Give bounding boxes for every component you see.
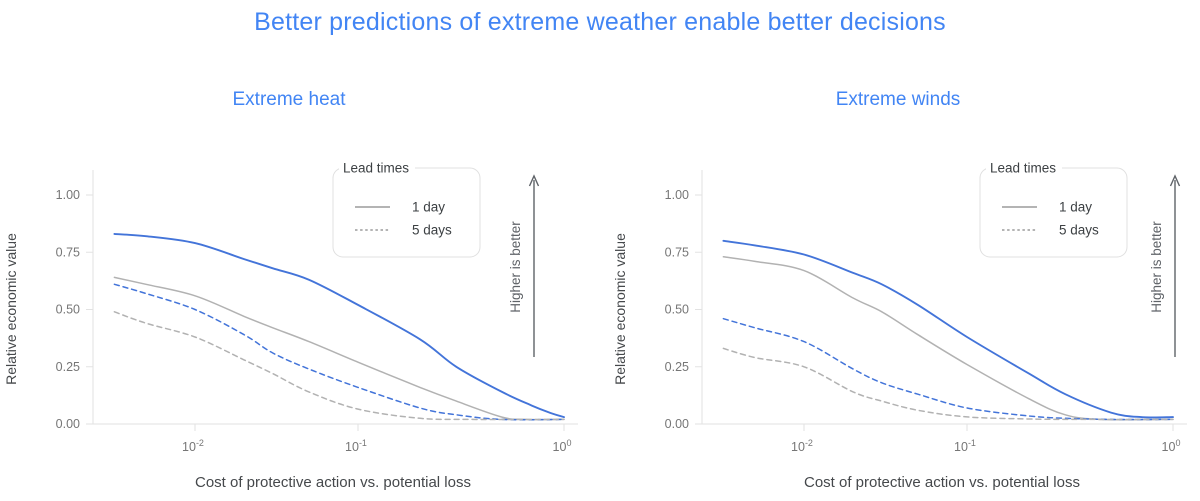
x-tick-label: 100	[1162, 438, 1181, 454]
chart-canvas-extreme-winds: 1.00 0.75 0.50 0.25 0.00 10-2 10-1 100 Cost of p…	[612, 161, 1187, 491]
y-tick-label: 0.00	[665, 417, 689, 431]
higher-is-better-arrowhead	[1169, 174, 1181, 187]
legend-item-label: 5 days	[412, 223, 452, 238]
chart-canvas-extreme-heat: 1.00 0.75 0.50 0.25 0.00 10-2 10-1 100 Cost of p…	[3, 161, 578, 491]
higher-is-better-label: Higher is better	[1149, 221, 1164, 313]
curve-5days-blue	[113, 283, 565, 421]
curve-1day-gray	[113, 276, 565, 421]
legend-title: Lead times	[343, 161, 409, 176]
legend-box	[332, 167, 481, 258]
curve-1day-blue	[113, 232, 565, 419]
y-tick-label: 1.00	[665, 188, 689, 202]
chart-subtitle-extreme-heat: Extreme heat	[232, 89, 346, 110]
higher-is-better-label: Higher is better	[508, 221, 523, 313]
legend-title-backdrop	[339, 161, 415, 175]
y-tick-label: 0.25	[665, 360, 689, 374]
curve-5days-blue	[722, 317, 1174, 421]
x-axis-title: Cost of protective action vs. potential …	[804, 474, 1080, 491]
y-tick-label: 0.50	[665, 303, 689, 317]
legend-item-label: 5 days	[1059, 223, 1099, 238]
curve-1day-gray	[722, 256, 1174, 421]
x-axis-title: Cost of protective action vs. potential …	[195, 474, 471, 491]
y-tick-label: 0.75	[665, 245, 689, 259]
higher-is-better-arrowhead	[528, 174, 540, 187]
x-tick-label: 10-1	[954, 438, 976, 454]
curve-5days-gray	[722, 347, 1174, 421]
legend-title: Lead times	[990, 161, 1056, 176]
curve-1day-blue	[722, 239, 1174, 419]
y-tick-label: 0.75	[56, 245, 80, 259]
legend-item-label: 1 day	[1059, 200, 1092, 215]
y-tick-label: 1.00	[56, 188, 80, 202]
page-title: Better predictions of extreme weather en…	[254, 8, 946, 36]
y-tick-label: 0.25	[56, 360, 80, 374]
chart-extreme-winds: Extreme winds 1.00 0.75 0.50 0.25 0.00 10-2 10…	[609, 84, 1200, 501]
y-tick-label: 0.00	[56, 417, 80, 431]
x-tick-label: 10-2	[791, 438, 813, 454]
legend-item-label: 1 day	[412, 200, 445, 215]
y-axis-title: Relative economic value	[612, 233, 628, 385]
curve-5days-gray	[113, 311, 565, 421]
x-tick-label: 10-2	[182, 438, 204, 454]
x-tick-label: 100	[553, 438, 572, 454]
chart-extreme-heat: Extreme heat 1.00 0.75 0.50 0.25 0.00 10-2 10-…	[0, 84, 600, 501]
y-tick-label: 0.50	[56, 303, 80, 317]
legend-title-backdrop	[986, 161, 1062, 175]
chart-subtitle-extreme-winds: Extreme winds	[835, 89, 961, 110]
legend-box	[979, 167, 1128, 258]
x-tick-label: 10-1	[345, 438, 367, 454]
y-axis-title: Relative economic value	[3, 233, 19, 385]
